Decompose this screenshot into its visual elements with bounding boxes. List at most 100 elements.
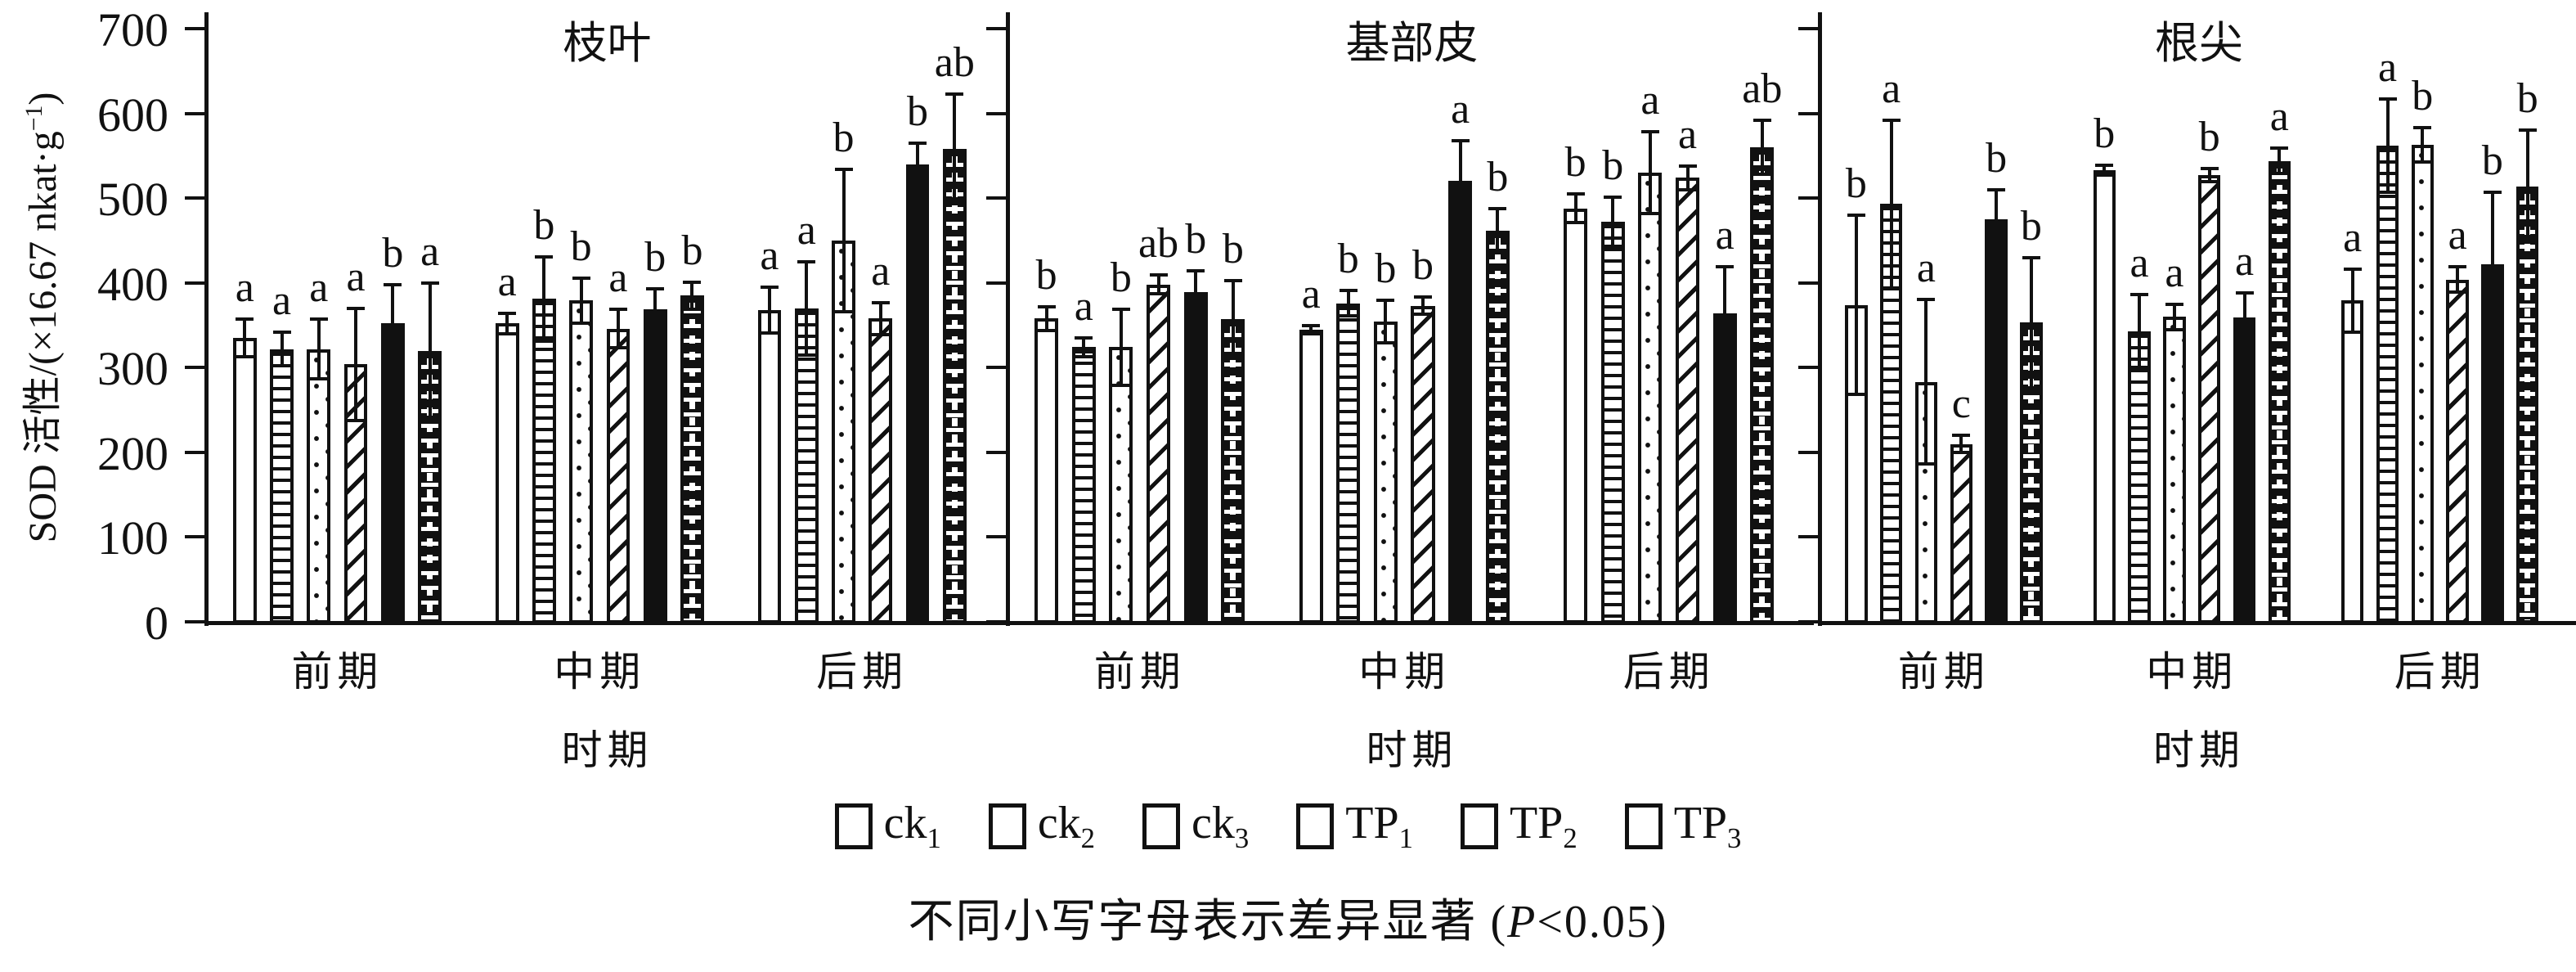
error-cap-top bbox=[535, 254, 554, 259]
sig-letter: b bbox=[1986, 134, 2008, 182]
error-cap-bottom bbox=[608, 346, 627, 350]
error-bar bbox=[1082, 338, 1086, 357]
sig-letter: b bbox=[832, 114, 855, 161]
error-cap-top bbox=[2022, 255, 2040, 259]
error-cap-bottom bbox=[1640, 211, 1659, 215]
error-cap-top bbox=[2165, 302, 2183, 306]
bar-ck3 bbox=[2163, 317, 2186, 623]
sig-letter: a bbox=[1451, 85, 1470, 133]
sig-letter: b bbox=[1222, 225, 1244, 272]
error-bar bbox=[2421, 128, 2425, 162]
x-axis-title: 时期 bbox=[561, 727, 653, 773]
error-bar bbox=[505, 313, 509, 334]
error-cap-top bbox=[1847, 213, 1865, 217]
error-cap-top bbox=[2448, 265, 2467, 269]
error-cap-bottom bbox=[272, 364, 291, 368]
y-tick-label: 500 bbox=[97, 173, 168, 227]
y-tick-label: 0 bbox=[145, 596, 168, 650]
error-cap-bottom bbox=[1414, 313, 1433, 317]
error-bar bbox=[1044, 306, 1048, 331]
error-cap-bottom bbox=[498, 331, 517, 335]
sig-letter: a bbox=[1715, 212, 1735, 259]
error-cap-top bbox=[1451, 138, 1470, 142]
error-cap-top bbox=[2413, 126, 2432, 130]
error-cap-bottom bbox=[420, 416, 439, 421]
y-axis-tick bbox=[185, 450, 204, 454]
sig-letter: b bbox=[1035, 251, 1057, 299]
error-cap-bottom bbox=[2130, 366, 2149, 370]
sig-letter: a bbox=[2129, 240, 2149, 287]
error-cap-bottom bbox=[760, 331, 779, 335]
error-cap-bottom bbox=[236, 354, 254, 358]
error-cap-top bbox=[760, 285, 779, 289]
x-category-label: 前期 bbox=[1897, 649, 1990, 695]
bar-TP1 bbox=[868, 318, 893, 623]
sig-letter: a bbox=[797, 206, 816, 254]
bar-TP1 bbox=[1147, 284, 1171, 623]
error-bar bbox=[1119, 308, 1123, 386]
y-tick-label: 200 bbox=[97, 426, 168, 480]
sig-letter: a bbox=[760, 232, 779, 279]
error-cap-top bbox=[1604, 196, 1622, 200]
sig-letter: b bbox=[907, 88, 929, 135]
sig-letter: a bbox=[2343, 214, 2363, 262]
error-cap-top bbox=[498, 312, 517, 315]
error-bar bbox=[2385, 98, 2390, 192]
error-bar bbox=[1760, 119, 1764, 175]
error-cap-top bbox=[1987, 187, 2006, 191]
x-axis bbox=[1818, 621, 2576, 625]
error-cap-bottom bbox=[1302, 331, 1321, 335]
error-cap-top bbox=[272, 330, 291, 334]
error-cap-bottom bbox=[909, 183, 927, 187]
error-bar bbox=[1648, 132, 1652, 214]
error-cap-bottom bbox=[1917, 462, 1936, 466]
error-cap-bottom bbox=[1075, 354, 1093, 358]
error-bar bbox=[1458, 140, 1462, 223]
error-bar bbox=[1685, 165, 1690, 190]
bar-ck2 bbox=[270, 349, 294, 623]
bar-TP3 bbox=[2020, 322, 2043, 623]
x-category-label: 后期 bbox=[1622, 649, 1715, 695]
error-bar bbox=[1309, 325, 1313, 334]
error-cap-bottom bbox=[384, 361, 402, 365]
bar-ck3 bbox=[2411, 144, 2434, 623]
legend-swatch-TP2 bbox=[1460, 803, 1498, 850]
error-bar bbox=[1573, 193, 1577, 223]
sig-letter: b bbox=[382, 229, 404, 277]
panel-title: 根尖 bbox=[2155, 19, 2243, 68]
sig-letter: b bbox=[570, 223, 592, 270]
error-cap-bottom bbox=[535, 340, 554, 344]
error-bar bbox=[1496, 208, 1500, 253]
error-cap-bottom bbox=[1604, 245, 1622, 249]
error-cap-top bbox=[309, 317, 328, 322]
legend-label-subscript: 1 bbox=[1398, 822, 1413, 855]
error-bar bbox=[354, 308, 358, 421]
error-cap-top bbox=[2378, 97, 2397, 101]
bar-TP1 bbox=[2446, 279, 2469, 623]
bar-ck1 bbox=[2093, 169, 2116, 623]
caption-p-symbol: P bbox=[1507, 897, 1537, 947]
sig-letter: a bbox=[1916, 245, 1936, 292]
x-category-label: 中期 bbox=[2146, 649, 2238, 695]
legend-swatch-TP1 bbox=[1296, 803, 1335, 850]
error-cap-top bbox=[1187, 269, 1205, 273]
bar-TP2 bbox=[643, 308, 667, 623]
error-cap-top bbox=[2095, 163, 2114, 167]
error-bar bbox=[1723, 267, 1727, 360]
legend-label-subscript: 1 bbox=[927, 822, 941, 855]
x-axis-title: 时期 bbox=[1366, 727, 1458, 773]
error-cap-top bbox=[572, 276, 590, 280]
error-cap-top bbox=[797, 259, 816, 263]
error-cap-bottom bbox=[2022, 386, 2040, 390]
bar-TP1 bbox=[606, 328, 631, 623]
error-bar bbox=[1854, 214, 1858, 395]
error-cap-top bbox=[347, 306, 366, 310]
y-axis-tick bbox=[986, 281, 1006, 285]
y-axis-title-superscript: −1 bbox=[20, 105, 47, 132]
bar-ck2 bbox=[794, 308, 819, 623]
x-category-label: 后期 bbox=[2394, 649, 2486, 695]
error-cap-bottom bbox=[2448, 290, 2467, 295]
error-cap-top bbox=[1640, 130, 1659, 134]
sig-letter: b bbox=[1487, 153, 1509, 200]
